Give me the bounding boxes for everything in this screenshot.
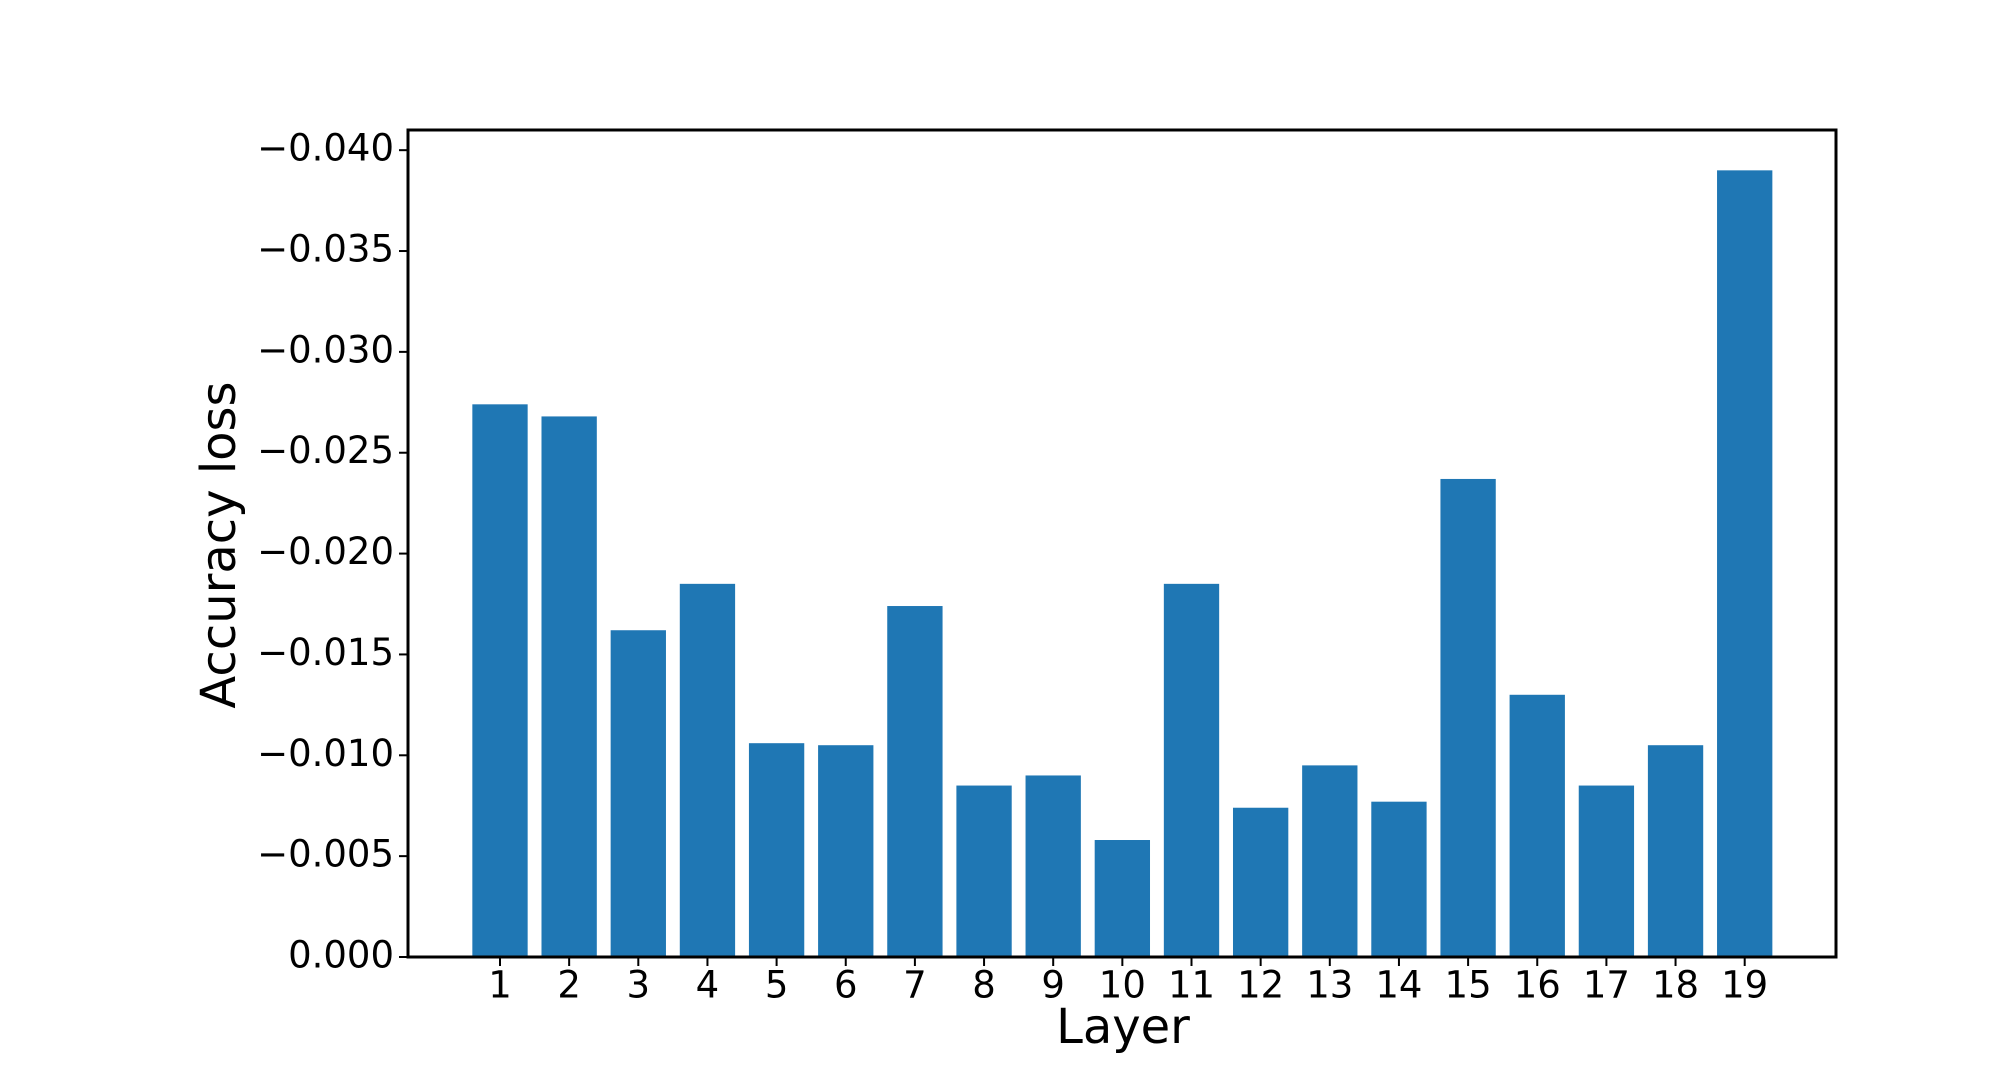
- x-tick-label: 19: [1721, 964, 1768, 1007]
- x-tick-label: 12: [1237, 964, 1284, 1007]
- x-tick-label: 16: [1514, 964, 1561, 1007]
- bar: [1509, 694, 1565, 957]
- x-tick-label: 11: [1168, 964, 1215, 1007]
- y-tick-label: −0.015: [257, 631, 394, 674]
- bar: [1440, 478, 1496, 957]
- x-tick-label: 14: [1375, 964, 1422, 1007]
- bar: [1094, 840, 1151, 957]
- x-tick-label: 1: [488, 964, 512, 1007]
- y-tick-label: −0.010: [257, 732, 394, 775]
- bar: [818, 745, 874, 957]
- bar: [1578, 785, 1635, 957]
- bar: [1717, 170, 1773, 958]
- y-tick-label: −0.020: [257, 530, 394, 573]
- y-axis-label: Accuracy loss: [191, 381, 247, 708]
- bar: [1371, 801, 1427, 957]
- x-tick-label: 18: [1652, 964, 1699, 1007]
- bar: [1025, 775, 1081, 957]
- bar: [679, 583, 736, 957]
- bar: [472, 404, 528, 957]
- bar: [956, 785, 1012, 957]
- bar: [1302, 765, 1358, 957]
- x-tick-label: 13: [1306, 964, 1353, 1007]
- bar: [748, 743, 805, 957]
- bar: [887, 606, 943, 957]
- x-tick-label: 3: [627, 964, 651, 1007]
- x-tick-label: 2: [557, 964, 581, 1007]
- y-tick-label: −0.030: [257, 328, 394, 371]
- y-tick-label: 0.000: [288, 934, 394, 977]
- x-tick-label: 7: [903, 964, 927, 1007]
- x-tick-label: 5: [765, 964, 789, 1007]
- x-tick-label: 9: [1041, 964, 1065, 1007]
- x-axis-label: Layer: [1056, 999, 1190, 1055]
- x-tick-label: 8: [972, 964, 996, 1007]
- bar: [610, 630, 666, 957]
- bar: [1232, 807, 1289, 957]
- x-tick-label: 15: [1445, 964, 1492, 1007]
- x-tick-label: 4: [696, 964, 720, 1007]
- bar: [541, 416, 597, 957]
- y-tick-label: −0.025: [257, 429, 394, 472]
- x-tick-label: 6: [834, 964, 858, 1007]
- bar: [1647, 745, 1704, 957]
- y-tick-label: −0.035: [257, 228, 394, 271]
- y-tick-label: −0.005: [257, 833, 394, 876]
- bar: [1163, 583, 1220, 957]
- x-tick-label: 10: [1099, 964, 1146, 1007]
- plot-frame: [406, 128, 1838, 959]
- x-tick-label: 17: [1583, 964, 1630, 1007]
- y-tick-label: −0.040: [257, 127, 394, 170]
